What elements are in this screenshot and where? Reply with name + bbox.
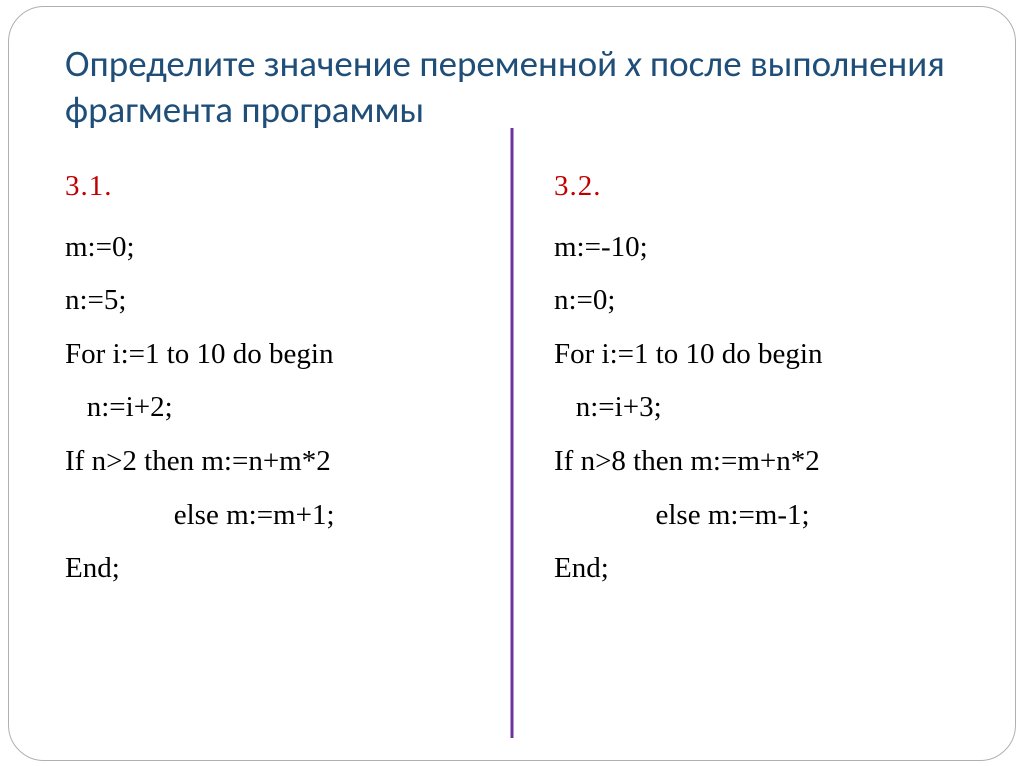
title-text-1: Определите значение переменной bbox=[65, 41, 626, 86]
content-columns: 3.1. m:=0; n:=5; For i:=1 to 10 do begin… bbox=[65, 170, 959, 596]
code-line: n:=5; bbox=[65, 274, 482, 328]
left-column: 3.1. m:=0; n:=5; For i:=1 to 10 do begin… bbox=[65, 170, 512, 596]
code-line: If n>8 then m:=m+n*2 bbox=[554, 435, 959, 489]
slide-frame: Определите значение переменной x после в… bbox=[8, 6, 1016, 761]
code-line: For i:=1 to 10 do begin bbox=[65, 328, 482, 382]
problem-number-left: 3.1. bbox=[65, 170, 482, 203]
problem-number-right: 3.2. bbox=[554, 170, 959, 203]
code-line: else m:=m+1; bbox=[65, 489, 482, 543]
slide-title: Определите значение переменной x после в… bbox=[65, 41, 959, 134]
code-line: else m:=m-1; bbox=[554, 489, 959, 543]
code-line: End; bbox=[65, 542, 482, 596]
code-line: If n>2 then m:=n+m*2 bbox=[65, 435, 482, 489]
title-variable: x bbox=[626, 41, 642, 86]
code-line: n:=0; bbox=[554, 274, 959, 328]
code-line: n:=i+3; bbox=[554, 381, 959, 435]
code-line: m:=0; bbox=[65, 221, 482, 275]
right-column: 3.2. m:=-10; n:=0; For i:=1 to 10 do beg… bbox=[512, 170, 959, 596]
code-line: End; bbox=[554, 542, 959, 596]
code-line: m:=-10; bbox=[554, 221, 959, 275]
column-divider bbox=[511, 128, 514, 738]
code-line: n:=i+2; bbox=[65, 381, 482, 435]
code-line: For i:=1 to 10 do begin bbox=[554, 328, 959, 382]
